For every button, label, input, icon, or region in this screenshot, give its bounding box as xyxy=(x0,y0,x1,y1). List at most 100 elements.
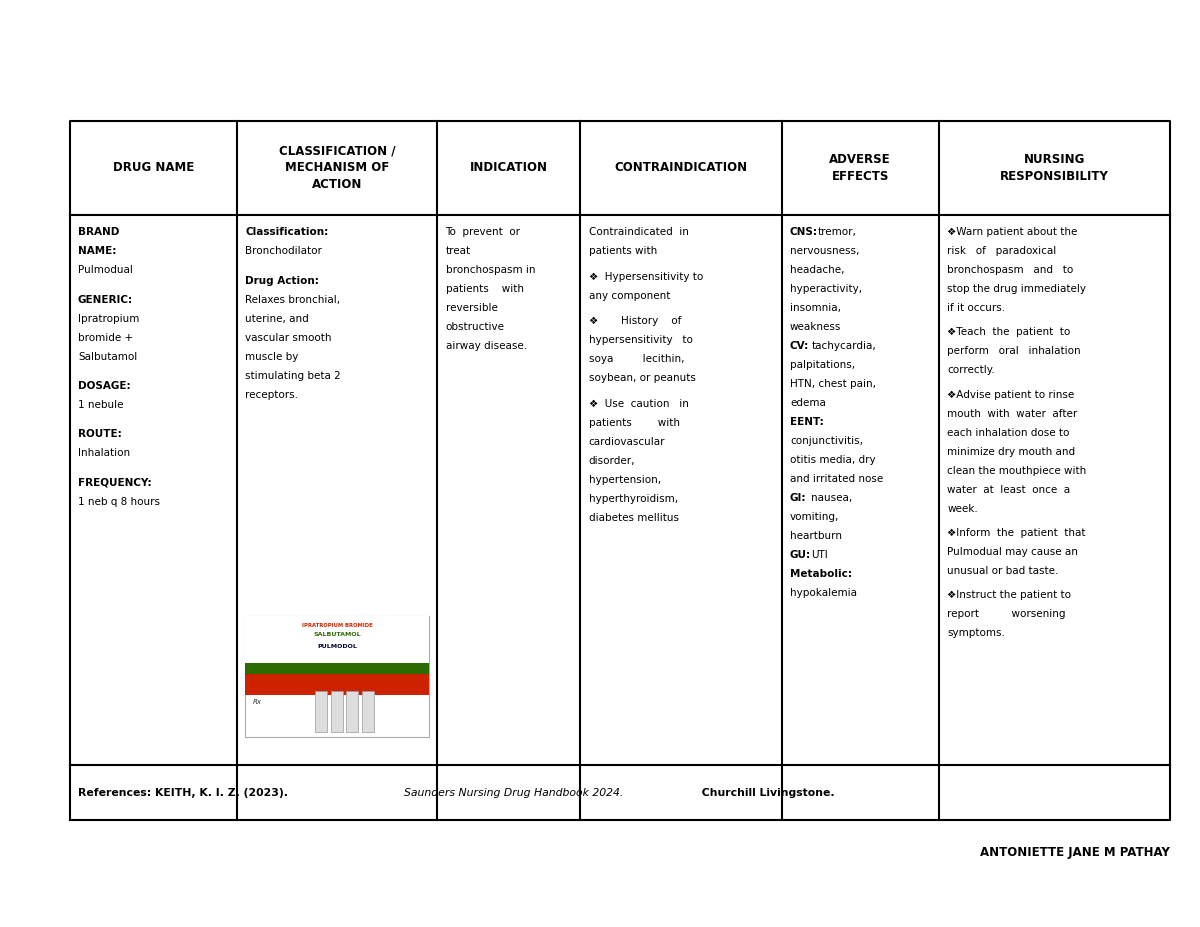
Text: vomiting,: vomiting, xyxy=(790,512,839,522)
Text: weakness: weakness xyxy=(790,322,841,332)
Text: insomnia,: insomnia, xyxy=(790,303,841,313)
Text: week.: week. xyxy=(947,503,978,514)
Text: hypersensitivity   to: hypersensitivity to xyxy=(588,336,692,346)
Text: 1 neb q 8 hours: 1 neb q 8 hours xyxy=(78,497,160,507)
Text: ❖Advise patient to rinse: ❖Advise patient to rinse xyxy=(947,389,1074,400)
Text: Salbutamol: Salbutamol xyxy=(78,351,137,362)
Text: FREQUENCY:: FREQUENCY: xyxy=(78,478,151,488)
Text: risk   of   paradoxical: risk of paradoxical xyxy=(947,246,1056,256)
Bar xyxy=(314,691,326,732)
Text: soybean, or peanuts: soybean, or peanuts xyxy=(588,374,696,384)
Text: NURSING
RESPONSIBILITY: NURSING RESPONSIBILITY xyxy=(1000,153,1109,183)
Text: 1 nebule: 1 nebule xyxy=(78,400,124,410)
Bar xyxy=(245,664,428,674)
Text: disorder,: disorder, xyxy=(588,456,635,466)
Text: Ipratropium: Ipratropium xyxy=(78,313,139,324)
Bar xyxy=(245,616,428,737)
Text: ROUTE:: ROUTE: xyxy=(78,429,121,439)
Text: water  at  least  once  a: water at least once a xyxy=(947,485,1070,495)
Text: ❖       History    of: ❖ History of xyxy=(588,316,680,326)
Bar xyxy=(245,674,428,695)
Text: SALBUTAMOL: SALBUTAMOL xyxy=(313,632,361,637)
Text: heartburn: heartburn xyxy=(790,531,842,541)
Text: patients        with: patients with xyxy=(588,418,679,428)
Text: hyperactivity,: hyperactivity, xyxy=(790,284,862,294)
Text: stimulating beta 2: stimulating beta 2 xyxy=(245,371,341,380)
Text: vascular smooth: vascular smooth xyxy=(245,333,331,342)
Text: edema: edema xyxy=(790,398,826,408)
Text: BRAND: BRAND xyxy=(78,227,119,237)
Text: hypertension,: hypertension, xyxy=(588,475,661,485)
Text: DRUG NAME: DRUG NAME xyxy=(113,161,194,174)
Text: GI:: GI: xyxy=(790,493,806,503)
Text: To  prevent  or: To prevent or xyxy=(445,227,521,237)
Text: receptors.: receptors. xyxy=(245,389,299,400)
Text: any component: any component xyxy=(588,291,670,300)
Text: bronchospasm   and   to: bronchospasm and to xyxy=(947,265,1074,275)
Text: symptoms.: symptoms. xyxy=(947,629,1006,639)
Text: ANTONIETTE JANE M PATHAY: ANTONIETTE JANE M PATHAY xyxy=(980,846,1170,859)
Text: UTI: UTI xyxy=(811,550,828,560)
Text: IPRATROPIUM BROMIDE: IPRATROPIUM BROMIDE xyxy=(301,623,372,628)
Text: uterine, and: uterine, and xyxy=(245,313,310,324)
Text: HTN, chest pain,: HTN, chest pain, xyxy=(790,379,876,389)
Bar xyxy=(245,616,428,674)
Text: minimize dry mouth and: minimize dry mouth and xyxy=(947,447,1075,457)
Text: patients    with: patients with xyxy=(445,284,523,294)
Text: cardiovascular: cardiovascular xyxy=(588,437,665,447)
Text: bronchospasm in: bronchospasm in xyxy=(445,265,535,275)
Text: nervousness,: nervousness, xyxy=(790,246,859,256)
Text: tremor,: tremor, xyxy=(817,227,857,237)
Text: References: KEITH, K. I. Z. (2023).: References: KEITH, K. I. Z. (2023). xyxy=(78,788,292,797)
Text: diabetes mellitus: diabetes mellitus xyxy=(588,513,678,523)
Text: otitis media, dry: otitis media, dry xyxy=(790,455,876,465)
Text: Bronchodilator: Bronchodilator xyxy=(245,246,322,256)
Text: CNS:: CNS: xyxy=(790,227,818,237)
Text: soya         lecithin,: soya lecithin, xyxy=(588,354,684,364)
Text: GU:: GU: xyxy=(790,550,811,560)
Text: patients with: patients with xyxy=(588,246,656,256)
Text: Pulmodual may cause an: Pulmodual may cause an xyxy=(947,547,1078,557)
Text: GENERIC:: GENERIC: xyxy=(78,295,133,304)
Text: reversible: reversible xyxy=(445,303,498,313)
Text: CONTRAINDICATION: CONTRAINDICATION xyxy=(614,161,748,174)
Text: Pulmodual: Pulmodual xyxy=(78,265,133,275)
Text: headache,: headache, xyxy=(790,265,845,275)
Text: each inhalation dose to: each inhalation dose to xyxy=(947,427,1069,438)
Text: ADVERSE
EFFECTS: ADVERSE EFFECTS xyxy=(829,153,892,183)
Text: INDICATION: INDICATION xyxy=(469,161,547,174)
Text: ❖  Use  caution   in: ❖ Use caution in xyxy=(588,399,689,409)
Text: ❖Instruct the patient to: ❖Instruct the patient to xyxy=(947,590,1072,601)
Text: obstructive: obstructive xyxy=(445,322,504,332)
Text: Inhalation: Inhalation xyxy=(78,449,130,459)
Text: PULMODOL: PULMODOL xyxy=(317,644,356,649)
Text: NAME:: NAME: xyxy=(78,246,116,256)
Text: correctly.: correctly. xyxy=(947,365,995,375)
Text: CV:: CV: xyxy=(790,341,809,351)
Text: CLASSIFICATION /
MECHANISM OF
ACTION: CLASSIFICATION / MECHANISM OF ACTION xyxy=(278,145,395,191)
Text: unusual or bad taste.: unusual or bad taste. xyxy=(947,566,1058,576)
Text: if it occurs.: if it occurs. xyxy=(947,303,1006,313)
Bar xyxy=(346,691,358,732)
Text: Classification:: Classification: xyxy=(245,227,329,237)
Text: report          worsening: report worsening xyxy=(947,609,1066,619)
Text: stop the drug immediately: stop the drug immediately xyxy=(947,284,1086,294)
Text: ❖  Hypersensitivity to: ❖ Hypersensitivity to xyxy=(588,272,703,282)
Text: and irritated nose: and irritated nose xyxy=(790,474,883,484)
Text: Contraindicated  in: Contraindicated in xyxy=(588,227,689,237)
Text: ❖Teach  the  patient  to: ❖Teach the patient to xyxy=(947,327,1070,337)
Bar xyxy=(330,691,342,732)
Text: ❖Warn patient about the: ❖Warn patient about the xyxy=(947,227,1078,237)
Text: nausea,: nausea, xyxy=(811,493,853,503)
Text: tachycardia,: tachycardia, xyxy=(811,341,876,351)
Text: hyperthyroidism,: hyperthyroidism, xyxy=(588,494,678,504)
Text: EENT:: EENT: xyxy=(790,417,823,427)
Text: conjunctivitis,: conjunctivitis, xyxy=(790,436,863,446)
Text: treat: treat xyxy=(445,246,470,256)
Text: palpitations,: palpitations, xyxy=(790,360,856,370)
Text: Drug Action:: Drug Action: xyxy=(245,275,319,286)
Text: ❖Inform  the  patient  that: ❖Inform the patient that xyxy=(947,528,1086,538)
Text: Metabolic:: Metabolic: xyxy=(790,569,852,579)
Text: Saunders Nursing Drug Handbook 2024.: Saunders Nursing Drug Handbook 2024. xyxy=(404,788,624,797)
Text: hypokalemia: hypokalemia xyxy=(790,588,857,598)
